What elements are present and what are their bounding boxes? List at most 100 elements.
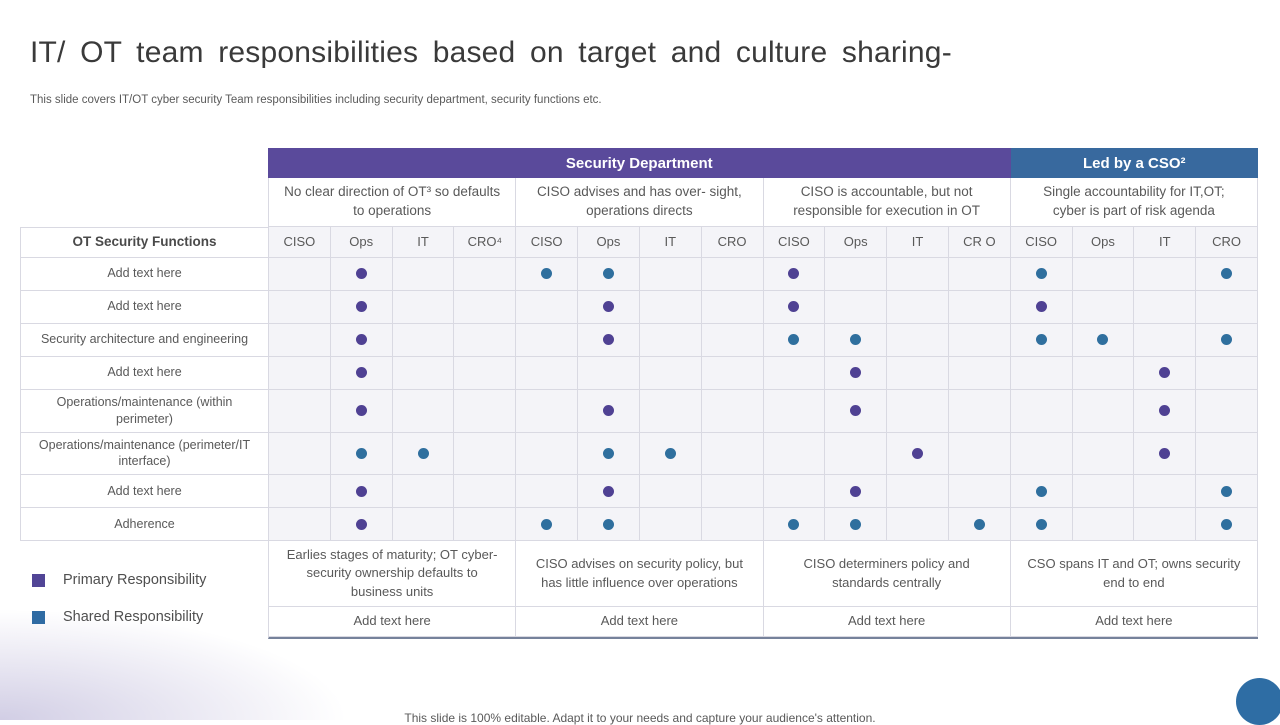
- row-label[interactable]: Add text here: [21, 356, 269, 390]
- column-header-it-g3: IT: [887, 226, 949, 258]
- primary-responsibility-dot: [912, 447, 924, 459]
- empty-cell: [454, 290, 517, 324]
- empty-cell: [825, 257, 888, 291]
- column-header-ciso-g1: CISO: [269, 226, 331, 258]
- shared-dot-cell: [1072, 323, 1135, 357]
- group-summary-2: CISO advises on security policy, but has…: [516, 541, 764, 607]
- empty-cell: [1010, 356, 1073, 390]
- shared-responsibility-dot: [1035, 268, 1047, 280]
- shared-responsibility-dot: [788, 334, 800, 346]
- group-description-row: No clear direction of OT³ so defaults to…: [268, 178, 1258, 227]
- column-header-cro-g3: CR O: [948, 226, 1011, 258]
- shared-dot-cell: [392, 432, 455, 476]
- empty-cell: [948, 432, 1011, 476]
- primary-responsibility-dot: [602, 485, 614, 497]
- primary-dot-cell: [578, 323, 640, 357]
- legend: Primary Responsibility Shared Responsibil…: [32, 572, 206, 646]
- empty-cell: [1072, 475, 1135, 509]
- shared-responsibility-swatch: [32, 610, 45, 624]
- primary-dot-cell: [578, 389, 640, 433]
- empty-cell: [454, 356, 517, 390]
- empty-cell: [948, 475, 1011, 509]
- primary-responsibility-dot: [355, 268, 367, 280]
- add-text-placeholder-3[interactable]: Add text here: [763, 606, 1011, 637]
- empty-cell: [639, 508, 702, 542]
- primary-responsibility-dot: [355, 367, 367, 379]
- primary-responsibility-dot: [355, 485, 367, 497]
- primary-responsibility-dot: [355, 301, 367, 313]
- primary-dot-cell: [1134, 389, 1197, 433]
- primary-responsibility-dot: [602, 405, 614, 417]
- corner-circle-decoration: [1236, 678, 1280, 725]
- empty-cell: [639, 257, 702, 291]
- empty-cell: [516, 356, 579, 390]
- empty-cell: [454, 432, 517, 476]
- empty-cell: [392, 323, 455, 357]
- column-header-ops-g3: Ops: [825, 226, 888, 258]
- shared-dot-cell: [763, 323, 826, 357]
- primary-responsibility-dot: [850, 405, 862, 417]
- shared-dot-cell: [330, 432, 393, 476]
- column-header-ops-g4: Ops: [1072, 226, 1135, 258]
- shared-dot-cell: [948, 508, 1011, 542]
- empty-cell: [516, 432, 579, 476]
- top-header-row: Security Department Led by a CSO²: [268, 148, 1258, 178]
- empty-cell: [269, 475, 331, 509]
- empty-cell: [1072, 508, 1135, 542]
- empty-cell: [887, 323, 949, 357]
- empty-cell: [392, 290, 455, 324]
- add-text-placeholder-1[interactable]: Add text here: [269, 606, 517, 637]
- shared-dot-cell: [1196, 508, 1258, 542]
- primary-responsibility-dot: [788, 301, 800, 313]
- empty-cell: [1196, 432, 1258, 476]
- empty-cell: [948, 257, 1011, 291]
- group-summary-3: CISO determiners policy and standards ce…: [763, 541, 1011, 607]
- shared-dot-cell: [1196, 323, 1258, 357]
- primary-dot-cell: [1134, 356, 1197, 390]
- empty-cell: [1072, 356, 1135, 390]
- shared-responsibility-dot: [1221, 518, 1233, 530]
- shared-dot-cell: [578, 432, 640, 476]
- empty-cell: [701, 475, 764, 509]
- empty-cell: [639, 389, 702, 433]
- security-department-header: Security Department: [268, 148, 1011, 178]
- empty-cell: [763, 432, 826, 476]
- slide-subtitle: This slide covers IT/OT cyber security T…: [30, 93, 602, 106]
- primary-dot-cell: [330, 508, 393, 542]
- empty-cell: [639, 290, 702, 324]
- row-label[interactable]: Add text here: [21, 475, 269, 509]
- empty-cell: [454, 257, 517, 291]
- table-row: Add text here: [20, 257, 1258, 291]
- shared-dot-cell: [1010, 323, 1073, 357]
- group-summary-1: Earlies stages of maturity; OT cyber- se…: [269, 541, 517, 607]
- column-header-it-g2: IT: [639, 226, 702, 258]
- column-header-ciso-g2: CISO: [516, 226, 579, 258]
- empty-cell: [701, 323, 764, 357]
- shared-responsibility-dot: [541, 518, 553, 530]
- row-label: Operations/maintenance (within perimeter…: [21, 389, 269, 433]
- shared-dot-cell: [516, 257, 579, 291]
- empty-cell: [1134, 290, 1197, 324]
- group-summary-row: Earlies stages of maturity; OT cyber- se…: [268, 541, 1258, 607]
- shared-responsibility-dot: [1221, 485, 1233, 497]
- add-text-placeholder-2[interactable]: Add text here: [516, 606, 764, 637]
- row-label[interactable]: Add text here: [21, 290, 269, 324]
- primary-responsibility-dot: [355, 334, 367, 346]
- column-header-ops-g2: Ops: [578, 226, 640, 258]
- empty-cell: [269, 323, 331, 357]
- add-text-placeholder-4[interactable]: Add text here: [1010, 606, 1258, 637]
- empty-cell: [763, 356, 826, 390]
- empty-cell: [887, 508, 949, 542]
- shared-dot-cell: [639, 432, 702, 476]
- empty-cell: [1196, 356, 1258, 390]
- table-row: Adherence: [20, 508, 1258, 542]
- shared-responsibility-dot: [417, 447, 429, 459]
- row-label[interactable]: Add text here: [21, 257, 269, 291]
- empty-cell: [1072, 432, 1135, 476]
- empty-cell: [269, 290, 331, 324]
- shared-dot-cell: [825, 323, 888, 357]
- empty-cell: [1134, 475, 1197, 509]
- table-row: Add text here: [20, 356, 1258, 390]
- primary-responsibility-dot: [1035, 301, 1047, 313]
- table-row: Security architecture and engineering: [20, 323, 1258, 357]
